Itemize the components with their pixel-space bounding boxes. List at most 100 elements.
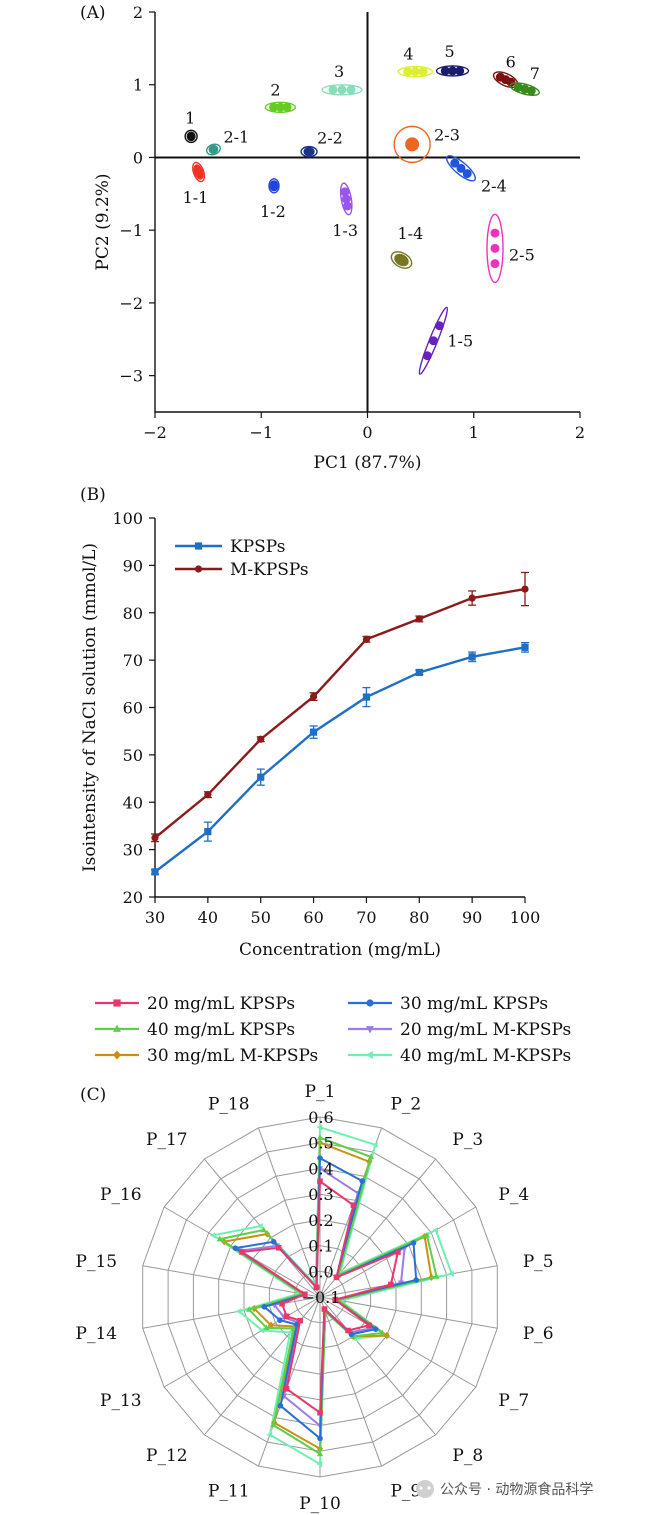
radar-data-point <box>216 1235 223 1242</box>
radar-data-point <box>367 1153 375 1160</box>
chart-b-xtick-label: 40 <box>198 908 218 927</box>
chart-b-data-point <box>309 693 318 701</box>
radar-data-point <box>383 1331 390 1340</box>
pca-point <box>341 194 351 204</box>
chart-b-legend-marker <box>194 565 203 573</box>
radar-axis-label-P_9: P_9 <box>390 1482 421 1502</box>
radar-axis-label-P_13: P_13 <box>100 1391 142 1411</box>
radar-data-point <box>302 1291 308 1298</box>
radar-tick-label: 0.5 <box>308 1134 333 1153</box>
chart-a-ytick-label: 1 <box>133 76 143 95</box>
pca-cluster-2-1: 2-1 <box>205 127 249 156</box>
pca-point <box>282 102 292 112</box>
radar-chart: 0.6 0.5 0.4 0.3 0.2 0.1 0.0 −0.1 P_1 P_2 P_3 P_4 P_5… <box>76 1082 554 1514</box>
pca-point <box>422 351 432 361</box>
chart-b-xtick-label: 80 <box>409 908 429 927</box>
radar-data-point <box>448 1270 454 1277</box>
pca-point-label: 2-1 <box>223 127 249 146</box>
pca-cluster-2-4: 2-4 <box>445 155 507 195</box>
chart-b-xtick-label: 50 <box>251 908 271 927</box>
pca-point-label: 2-3 <box>434 125 460 144</box>
radar-data-point <box>359 1178 366 1184</box>
watermark: 公众号 · 动物源食品科学 <box>416 1480 593 1498</box>
radar-data-point <box>258 1327 265 1334</box>
pca-cluster-1-5: 1-5 <box>418 306 473 375</box>
chart-a-xtick-label: −1 <box>249 423 273 442</box>
chart-b-data-point <box>204 828 212 836</box>
radar-legend-marker <box>366 999 374 1007</box>
radar-axis-label-P_6: P_6 <box>523 1324 554 1344</box>
radar-data-point <box>209 1232 216 1239</box>
pca-point <box>269 102 279 112</box>
chart-b-ytick-label: 70 <box>123 651 143 670</box>
pca-point <box>403 67 413 77</box>
pca-point <box>269 180 279 192</box>
pca-point-label: 5 <box>445 42 455 61</box>
pca-confidence-ellipse <box>321 84 363 96</box>
radar-tick-label: 0.2 <box>308 1211 333 1230</box>
radar-data-point <box>261 1304 268 1310</box>
pca-point <box>450 158 460 168</box>
chart-b-ytick-label: 80 <box>123 604 143 623</box>
chart-b-data-point <box>309 728 318 736</box>
pca-cluster-1: 1 <box>184 108 198 144</box>
pca-cluster-3: 3 <box>321 62 363 96</box>
chart-b-legend-label: KPSPs <box>230 537 286 557</box>
pca-point <box>340 187 350 197</box>
pca-confidence-ellipse <box>486 213 504 284</box>
pca-point <box>394 253 409 267</box>
radar-data-point <box>257 1223 263 1230</box>
radar-axis-label-P_4: P_4 <box>498 1185 529 1205</box>
radar-data-point <box>379 1329 386 1336</box>
radar-axis-label-P_12: P_12 <box>146 1446 188 1466</box>
pca-cluster-2: 2 <box>264 80 297 113</box>
panel-label-b: (B) <box>80 485 106 505</box>
pca-point-label: 3 <box>334 62 344 81</box>
chart-b-data-point <box>362 635 371 643</box>
radar-data-point <box>239 1249 245 1255</box>
radar-data-point <box>277 1317 283 1323</box>
pca-point-label: 2 <box>270 80 280 99</box>
pca-cluster-2-2: 2-2 <box>300 129 343 158</box>
radar-data-point <box>366 1322 372 1329</box>
chart-b-xtick-label: 100 <box>510 908 541 927</box>
chart-b-data-point <box>521 643 529 651</box>
chart-b-data-point <box>521 585 529 593</box>
pca-point <box>440 66 450 76</box>
pca-point <box>337 85 347 95</box>
chart-b-ytick-label: 60 <box>123 699 143 718</box>
radar-spoke <box>319 1296 477 1388</box>
chart-b-ytick-label: 20 <box>123 888 143 907</box>
pca-cluster-1-3: 1-3 <box>332 182 358 240</box>
pca-cluster-1-4: 1-4 <box>390 224 423 269</box>
radar-data-point <box>321 1306 328 1312</box>
watermark-text: 公众号 · 动物源食品科学 <box>440 1481 593 1498</box>
pca-point-label: 1-1 <box>183 188 209 207</box>
radar-legend-label: 20 mg/mL KPSPs <box>147 994 295 1014</box>
pca-point <box>208 144 219 155</box>
pca-point <box>405 137 420 152</box>
pca-point <box>448 66 457 76</box>
radar-data-point <box>246 1306 253 1312</box>
pca-confidence-ellipse <box>339 182 353 216</box>
chart-b-xlabel: Concentration (mg/mL) <box>239 940 441 960</box>
radar-legend-label: 40 mg/mL KPSPs <box>147 1020 295 1040</box>
pca-point <box>410 67 420 77</box>
radar-data-point <box>332 1296 338 1303</box>
pca-confidence-ellipse <box>300 145 318 158</box>
pca-confidence-ellipse <box>509 82 540 96</box>
radar-spoke <box>257 1296 321 1467</box>
chart-b-series-M-KPSPs <box>151 571 529 843</box>
chart-b-data-point <box>257 735 265 743</box>
pca-point <box>506 77 516 87</box>
radar-tick-label: 0.0 <box>308 1262 333 1281</box>
radar-data-point <box>270 1239 277 1245</box>
radar-data-point <box>432 1227 439 1234</box>
radar-legend-label: 20 mg/mL M-KPSPs <box>400 1020 571 1040</box>
radar-data-point <box>372 1141 378 1148</box>
chart-b-legend-label: M-KPSPs <box>230 560 309 580</box>
pca-confidence-ellipse <box>264 101 297 113</box>
chart-a-xtick-label: 1 <box>469 423 479 442</box>
pca-point-label: 2-4 <box>481 176 507 195</box>
